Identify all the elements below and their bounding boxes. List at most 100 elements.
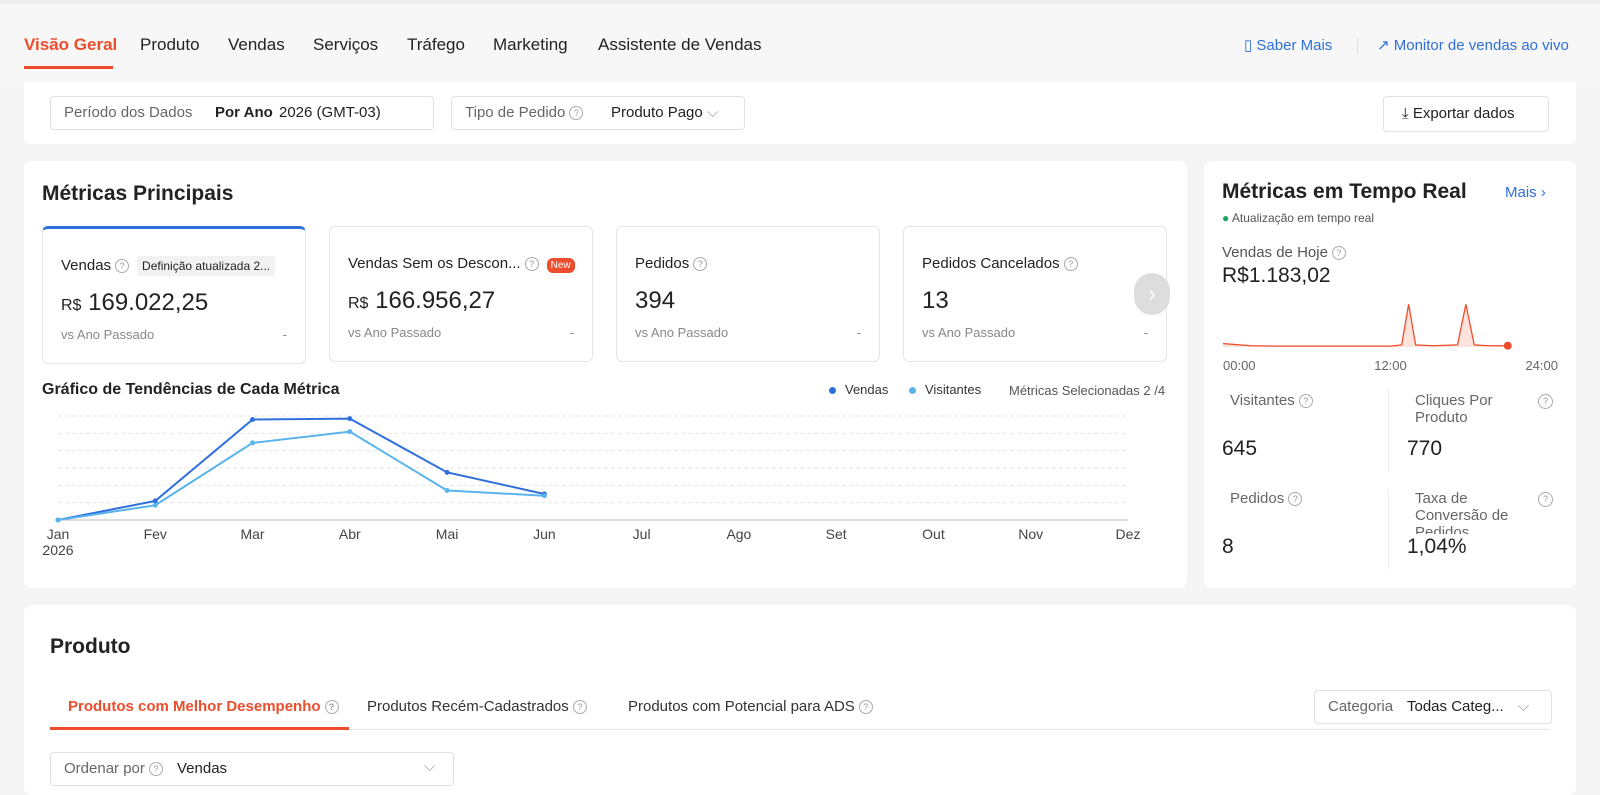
compare: vs Ano Passado	[61, 327, 155, 342]
today-chart: 00:00 12:00 24:00	[1222, 304, 1558, 373]
divider	[1388, 490, 1389, 570]
change: -	[569, 325, 574, 340]
tab-underline	[24, 66, 113, 69]
change: -	[282, 327, 287, 342]
product-tab-text: Produtos com Potencial para ADS	[628, 698, 855, 715]
change: -	[856, 325, 861, 340]
more-link[interactable]: Mais ›	[1505, 184, 1546, 201]
help-icon: ?	[858, 700, 873, 715]
caret: ⌵	[424, 758, 436, 775]
point	[541, 493, 547, 499]
link[interactable]: ↗ Monitor de vendas ao vivo	[1377, 37, 1569, 54]
label-text: Ordenar por	[64, 760, 145, 777]
label: Ordenar por?	[64, 760, 163, 777]
nav-tab[interactable]: Assistente de Vendas	[598, 35, 762, 54]
product-tab-text: Produtos Recém-Cadastrados	[367, 698, 569, 715]
change: -	[1143, 325, 1148, 340]
label: Categoria	[1328, 698, 1394, 715]
point	[347, 429, 353, 435]
metric-number: 13	[922, 287, 949, 314]
value: Por Ano	[215, 104, 273, 121]
tab-rule	[50, 729, 1550, 730]
help-icon: ?	[1288, 492, 1303, 507]
x-year-label: 2026	[42, 542, 73, 558]
metric-label-text: Pedidos Cancelados	[922, 255, 1060, 272]
point	[55, 517, 61, 523]
value-text: Produto Pago	[611, 104, 703, 121]
x-tick-label: Fev	[144, 526, 167, 542]
stat-value: 8	[1222, 535, 1234, 558]
metric-card[interactable]: Pedidos Cancelados? 13 vs Ano Passado -	[903, 226, 1167, 362]
value: Todas Categ... ⌵	[1407, 698, 1530, 715]
more-text[interactable]: Mais	[1505, 184, 1537, 201]
currency: R$	[348, 295, 369, 312]
export-text[interactable]: Exportar dados	[1412, 105, 1515, 122]
help-icon: ?	[572, 700, 587, 715]
section-title: Produto	[50, 635, 131, 658]
link-text[interactable]: Saber Mais	[1256, 37, 1333, 54]
stat-value: 645	[1222, 437, 1258, 460]
page: Visão Geral Produto Vendas Serviços Tráfego M…	[24, 35, 1576, 786]
legend-dot	[909, 387, 916, 394]
x-tick-label: Mai	[436, 526, 459, 542]
x-tick-label: 12:00	[1374, 358, 1407, 373]
x-tick-label: Set	[826, 526, 847, 542]
link[interactable]: ▯ Saber Mais	[1244, 37, 1333, 54]
nav-tab[interactable]: Produto	[140, 35, 200, 54]
today-label-text: Vendas de Hoje	[1222, 244, 1328, 261]
series-line	[57, 430, 545, 521]
metric-badge: Definição atualizada 2...	[137, 256, 276, 276]
x-tick-label: Jun	[533, 526, 556, 542]
label-text: Tipo de Pedido	[465, 104, 566, 121]
point	[250, 440, 256, 446]
stat-label: Taxa de Conversão de Pedidos	[1415, 490, 1509, 534]
legend-label: Visitantes	[925, 382, 982, 397]
metric-number: 394	[635, 287, 676, 314]
metric-card[interactable]: Vendas? Definição atualizada 2... R$ 169.0…	[42, 226, 306, 364]
x-tick-label: Dez	[1116, 526, 1141, 542]
export-button[interactable]	[1383, 96, 1549, 132]
section-title: Métricas Principais	[42, 182, 234, 205]
legend-label: Vendas	[845, 382, 889, 397]
series-line	[57, 417, 545, 521]
x-tick-label: Jan	[47, 526, 70, 542]
metric-value: 13	[922, 287, 949, 315]
export[interactable]: ⤓ Exportar dados	[1402, 105, 1515, 122]
stat-value: 770	[1407, 437, 1443, 460]
help-icon: ?	[1298, 394, 1313, 409]
help-icon: ?	[524, 257, 539, 272]
nav-tab[interactable]: Marketing	[493, 35, 568, 54]
product-tab[interactable]: Produtos Recém-Cadastrados?	[367, 698, 587, 715]
metric-label-text: Vendas Sem os Descon...	[348, 255, 521, 272]
product-tab[interactable]: Produtos com Melhor Desempenho?	[68, 698, 339, 715]
x-tick-label: 00:00	[1223, 358, 1256, 373]
product-tab[interactable]: Produtos com Potencial para ADS?	[628, 698, 873, 715]
compare: vs Ano Passado	[922, 325, 1016, 340]
metric-value: 394	[635, 287, 675, 315]
nav-tab[interactable]: Visão Geral	[24, 35, 118, 54]
product-tab-text: Produtos com Melhor Desempenho	[68, 698, 321, 715]
metric-value: R$ 166.956,27	[348, 287, 495, 315]
today-label: Vendas de Hoje?	[1222, 244, 1346, 261]
nav-tab[interactable]: Vendas	[228, 35, 285, 54]
x-tick-label: Jul	[633, 526, 651, 542]
realtime-card	[1204, 161, 1576, 588]
x-tick-label: Mar	[240, 526, 264, 542]
point	[444, 469, 450, 475]
nav-tab[interactable]: Serviços	[313, 35, 379, 54]
metric-value: R$ 169.022,25	[61, 289, 208, 317]
currency: R$	[61, 297, 82, 314]
stat-label: Pedidos?	[1230, 490, 1370, 507]
order-type-select[interactable]	[451, 96, 745, 130]
period-select[interactable]	[50, 96, 434, 130]
metric-label-text: Pedidos	[635, 255, 690, 272]
link-text[interactable]: Monitor de vendas ao vivo	[1393, 37, 1569, 54]
metric-card[interactable]: Vendas Sem os Descon...? New R$ 166.956,27…	[329, 226, 593, 362]
help-icon: ?	[1063, 257, 1078, 272]
next-arrow[interactable]: ›	[1134, 273, 1170, 315]
selected-metrics[interactable]: Métricas Selecionadas 2 /4	[1009, 383, 1166, 398]
nav-tab[interactable]: Tráfego	[407, 35, 465, 54]
metric-card[interactable]: Pedidos? 394 vs Ano Passado -	[616, 226, 880, 362]
category-select[interactable]	[1314, 690, 1552, 724]
value: Vendas	[177, 760, 228, 777]
